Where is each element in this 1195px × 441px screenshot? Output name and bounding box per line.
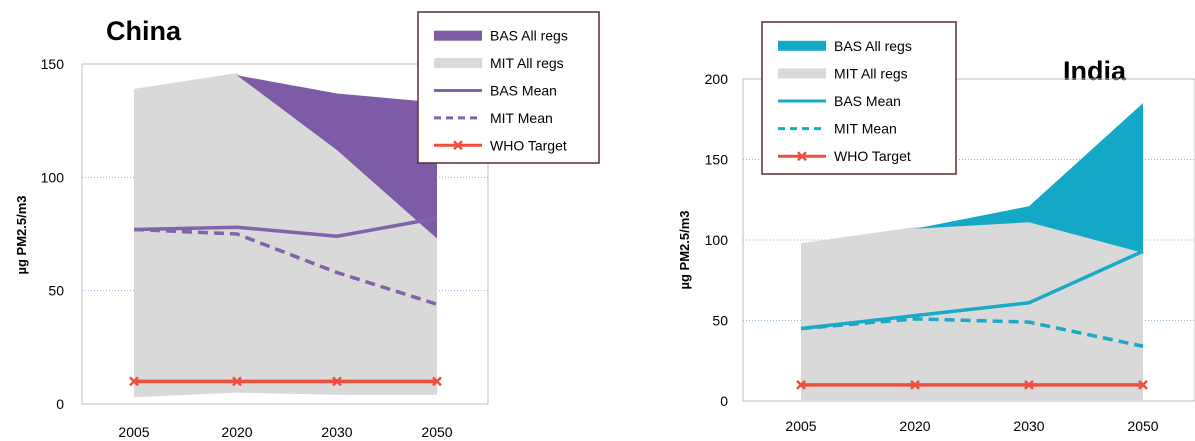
legend-label: MIT Mean bbox=[834, 121, 897, 137]
y-tick-label: 50 bbox=[712, 313, 728, 329]
legend-marker bbox=[453, 140, 463, 151]
y-tick-label: 0 bbox=[56, 396, 64, 412]
legend-label: BAS All regs bbox=[490, 28, 568, 44]
x-tick-label: 2020 bbox=[221, 424, 252, 440]
y-tick-label: 100 bbox=[705, 232, 729, 248]
who-target-point bbox=[432, 376, 442, 387]
bas-mean-line bbox=[133, 216, 438, 239]
legend-label: BAS All regs bbox=[834, 38, 912, 54]
x-tick-label: 2030 bbox=[321, 424, 352, 440]
who-target-point bbox=[129, 376, 139, 387]
x-tick-label: 2005 bbox=[118, 424, 149, 440]
china-chart: China µg PM2.5/m3 0 50 100 150 2005 2020 2030… bbox=[14, 11, 600, 440]
x-tick-label: 2020 bbox=[899, 418, 930, 434]
bas-all-regs-band bbox=[915, 103, 1143, 253]
who-target-point bbox=[1138, 380, 1148, 390]
who-target-point bbox=[910, 380, 920, 390]
legend-swatch bbox=[778, 68, 826, 79]
y-tick-label: 150 bbox=[41, 56, 65, 72]
mit-mean-line bbox=[800, 317, 1144, 348]
chart-title: China bbox=[106, 16, 182, 46]
x-tick-label: 2050 bbox=[421, 424, 452, 440]
y-tick-label: 100 bbox=[41, 169, 65, 185]
legend-label: MIT Mean bbox=[490, 110, 553, 126]
x-tick-label: 2030 bbox=[1013, 418, 1044, 434]
who-target-point bbox=[1024, 380, 1034, 390]
y-tick-label: 50 bbox=[48, 283, 64, 299]
y-tick-label: 0 bbox=[720, 393, 728, 409]
legend-swatch bbox=[434, 58, 482, 69]
who-target-point bbox=[796, 380, 806, 390]
chart-title: India bbox=[1063, 56, 1127, 86]
legend-marker bbox=[797, 151, 807, 162]
mit-mean-line bbox=[133, 227, 438, 306]
legend-label: BAS Mean bbox=[490, 83, 557, 99]
y-axis-label: µg PM2.5/m3 bbox=[677, 210, 692, 289]
legend-label: WHO Target bbox=[490, 137, 567, 153]
legend-swatch bbox=[434, 30, 482, 41]
india-chart: India µg PM2.5/m3 0 50 100 150 200 2005 2020 2… bbox=[677, 21, 1195, 434]
mit-all-regs-band bbox=[134, 73, 437, 398]
legend-label: MIT All regs bbox=[490, 55, 564, 71]
plot-frame bbox=[81, 63, 489, 405]
y-axis-label: µg PM2.5/m3 bbox=[14, 195, 29, 274]
y-tick-label: 150 bbox=[705, 152, 729, 168]
x-tick-label: 2050 bbox=[1127, 418, 1158, 434]
bas-all-regs-band bbox=[237, 75, 437, 239]
legend-label: WHO Target bbox=[834, 148, 911, 164]
y-tick-label: 200 bbox=[705, 71, 729, 87]
x-tick-label: 2005 bbox=[785, 418, 816, 434]
who-target-point bbox=[232, 376, 242, 387]
legend-label: BAS Mean bbox=[834, 93, 901, 109]
who-target-point bbox=[332, 376, 342, 387]
legend-label: MIT All regs bbox=[834, 65, 908, 81]
legend-swatch bbox=[778, 40, 826, 51]
